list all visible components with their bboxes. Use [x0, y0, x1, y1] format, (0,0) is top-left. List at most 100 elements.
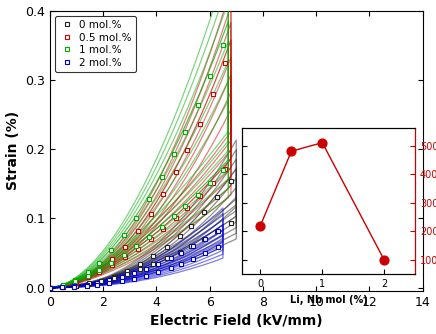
0.5 mol.%: [73, 280, 78, 284]
2 mol.%: [168, 256, 173, 260]
0 mol.%: [125, 272, 130, 276]
2 mol.%: [203, 251, 208, 255]
1 mol.%: [182, 204, 187, 208]
0.5 mol.%: [97, 268, 102, 272]
0.5 mol.%: [48, 286, 53, 290]
1 mol.%: [96, 268, 101, 272]
0.5 mol.%: [73, 281, 78, 285]
1 mol.%: [195, 193, 200, 197]
1 mol.%: [208, 181, 213, 185]
0 mol.%: [74, 284, 79, 288]
2 mol.%: [119, 279, 124, 283]
2 mol.%: [168, 266, 173, 270]
0.5 mol.%: [148, 237, 153, 241]
2 mol.%: [215, 245, 220, 249]
1 mol.%: [195, 103, 200, 107]
0.5 mol.%: [174, 216, 179, 220]
1 mol.%: [72, 279, 78, 283]
2 mol.%: [107, 279, 112, 283]
0.5 mol.%: [161, 192, 166, 196]
0 mol.%: [138, 262, 143, 266]
1 mol.%: [109, 261, 114, 265]
2 mol.%: [48, 286, 53, 290]
0 mol.%: [164, 256, 169, 260]
1 mol.%: [172, 152, 177, 156]
0.5 mol.%: [197, 194, 202, 198]
0.5 mol.%: [60, 284, 65, 288]
0.5 mol.%: [123, 255, 128, 259]
1 mol.%: [220, 43, 225, 47]
2 mol.%: [119, 275, 124, 279]
0 mol.%: [111, 276, 116, 280]
0.5 mol.%: [210, 93, 215, 97]
1 mol.%: [121, 253, 126, 257]
2 mol.%: [203, 237, 208, 241]
0.5 mol.%: [97, 270, 102, 274]
1 mol.%: [220, 168, 225, 172]
1 mol.%: [72, 278, 78, 282]
2 mol.%: [178, 262, 184, 266]
Line: 1 mol.%: 1 mol.%: [48, 43, 225, 290]
1 mol.%: [48, 286, 53, 290]
0 mol.%: [202, 210, 207, 214]
1 mol.%: [172, 214, 177, 218]
2 mol.%: [143, 274, 149, 278]
Y-axis label: Strain (%): Strain (%): [6, 111, 20, 190]
1 mol.%: [96, 261, 101, 265]
2 mol.%: [131, 272, 136, 276]
0.5 mol.%: [148, 212, 153, 216]
0.5 mol.%: [135, 229, 140, 233]
2 mol.%: [156, 262, 161, 266]
0.5 mol.%: [86, 275, 91, 279]
1 mol.%: [85, 270, 90, 274]
2 mol.%: [107, 282, 112, 286]
Line: 2 mol.%: 2 mol.%: [48, 229, 220, 290]
0 mol.%: [215, 195, 220, 199]
0 mol.%: [215, 229, 220, 233]
2 mol.%: [72, 284, 77, 288]
Legend: 0 mol.%, 0.5 mol.%, 1 mol.%, 2 mol.%: 0 mol.%, 0.5 mol.%, 1 mol.%, 2 mol.%: [55, 16, 136, 72]
1 mol.%: [134, 244, 139, 248]
0 mol.%: [61, 285, 66, 289]
0 mol.%: [151, 254, 156, 258]
0.5 mol.%: [223, 61, 228, 65]
2 mol.%: [60, 285, 65, 289]
1 mol.%: [109, 248, 114, 252]
0 mol.%: [111, 275, 116, 279]
Line: 0 mol.%: 0 mol.%: [48, 179, 233, 290]
1 mol.%: [85, 274, 90, 278]
0.5 mol.%: [123, 244, 128, 248]
0 mol.%: [177, 250, 182, 254]
2 mol.%: [72, 285, 77, 289]
0 mol.%: [61, 285, 66, 289]
Line: 0.5 mol.%: 0.5 mol.%: [48, 61, 228, 290]
0.5 mol.%: [109, 258, 115, 262]
2 mol.%: [131, 277, 136, 281]
2 mol.%: [191, 257, 196, 261]
2 mol.%: [84, 284, 89, 288]
X-axis label: Electric Field (kV/mm): Electric Field (kV/mm): [150, 314, 323, 328]
0 mol.%: [125, 269, 130, 273]
0 mol.%: [202, 237, 207, 241]
2 mol.%: [48, 286, 53, 290]
0.5 mol.%: [174, 169, 179, 173]
0.5 mol.%: [109, 263, 115, 267]
2 mol.%: [143, 267, 149, 271]
0 mol.%: [87, 282, 92, 286]
0 mol.%: [48, 286, 53, 290]
0 mol.%: [228, 179, 233, 183]
0.5 mol.%: [223, 167, 228, 171]
0.5 mol.%: [48, 286, 53, 290]
0.5 mol.%: [135, 246, 140, 250]
0.5 mol.%: [161, 227, 166, 231]
1 mol.%: [182, 130, 187, 134]
1 mol.%: [146, 197, 152, 201]
0 mol.%: [151, 262, 156, 266]
1 mol.%: [60, 283, 65, 287]
0 mol.%: [138, 267, 143, 271]
0 mol.%: [188, 244, 194, 248]
2 mol.%: [215, 229, 220, 233]
0.5 mol.%: [210, 181, 215, 185]
2 mol.%: [156, 270, 161, 274]
0 mol.%: [164, 245, 169, 249]
